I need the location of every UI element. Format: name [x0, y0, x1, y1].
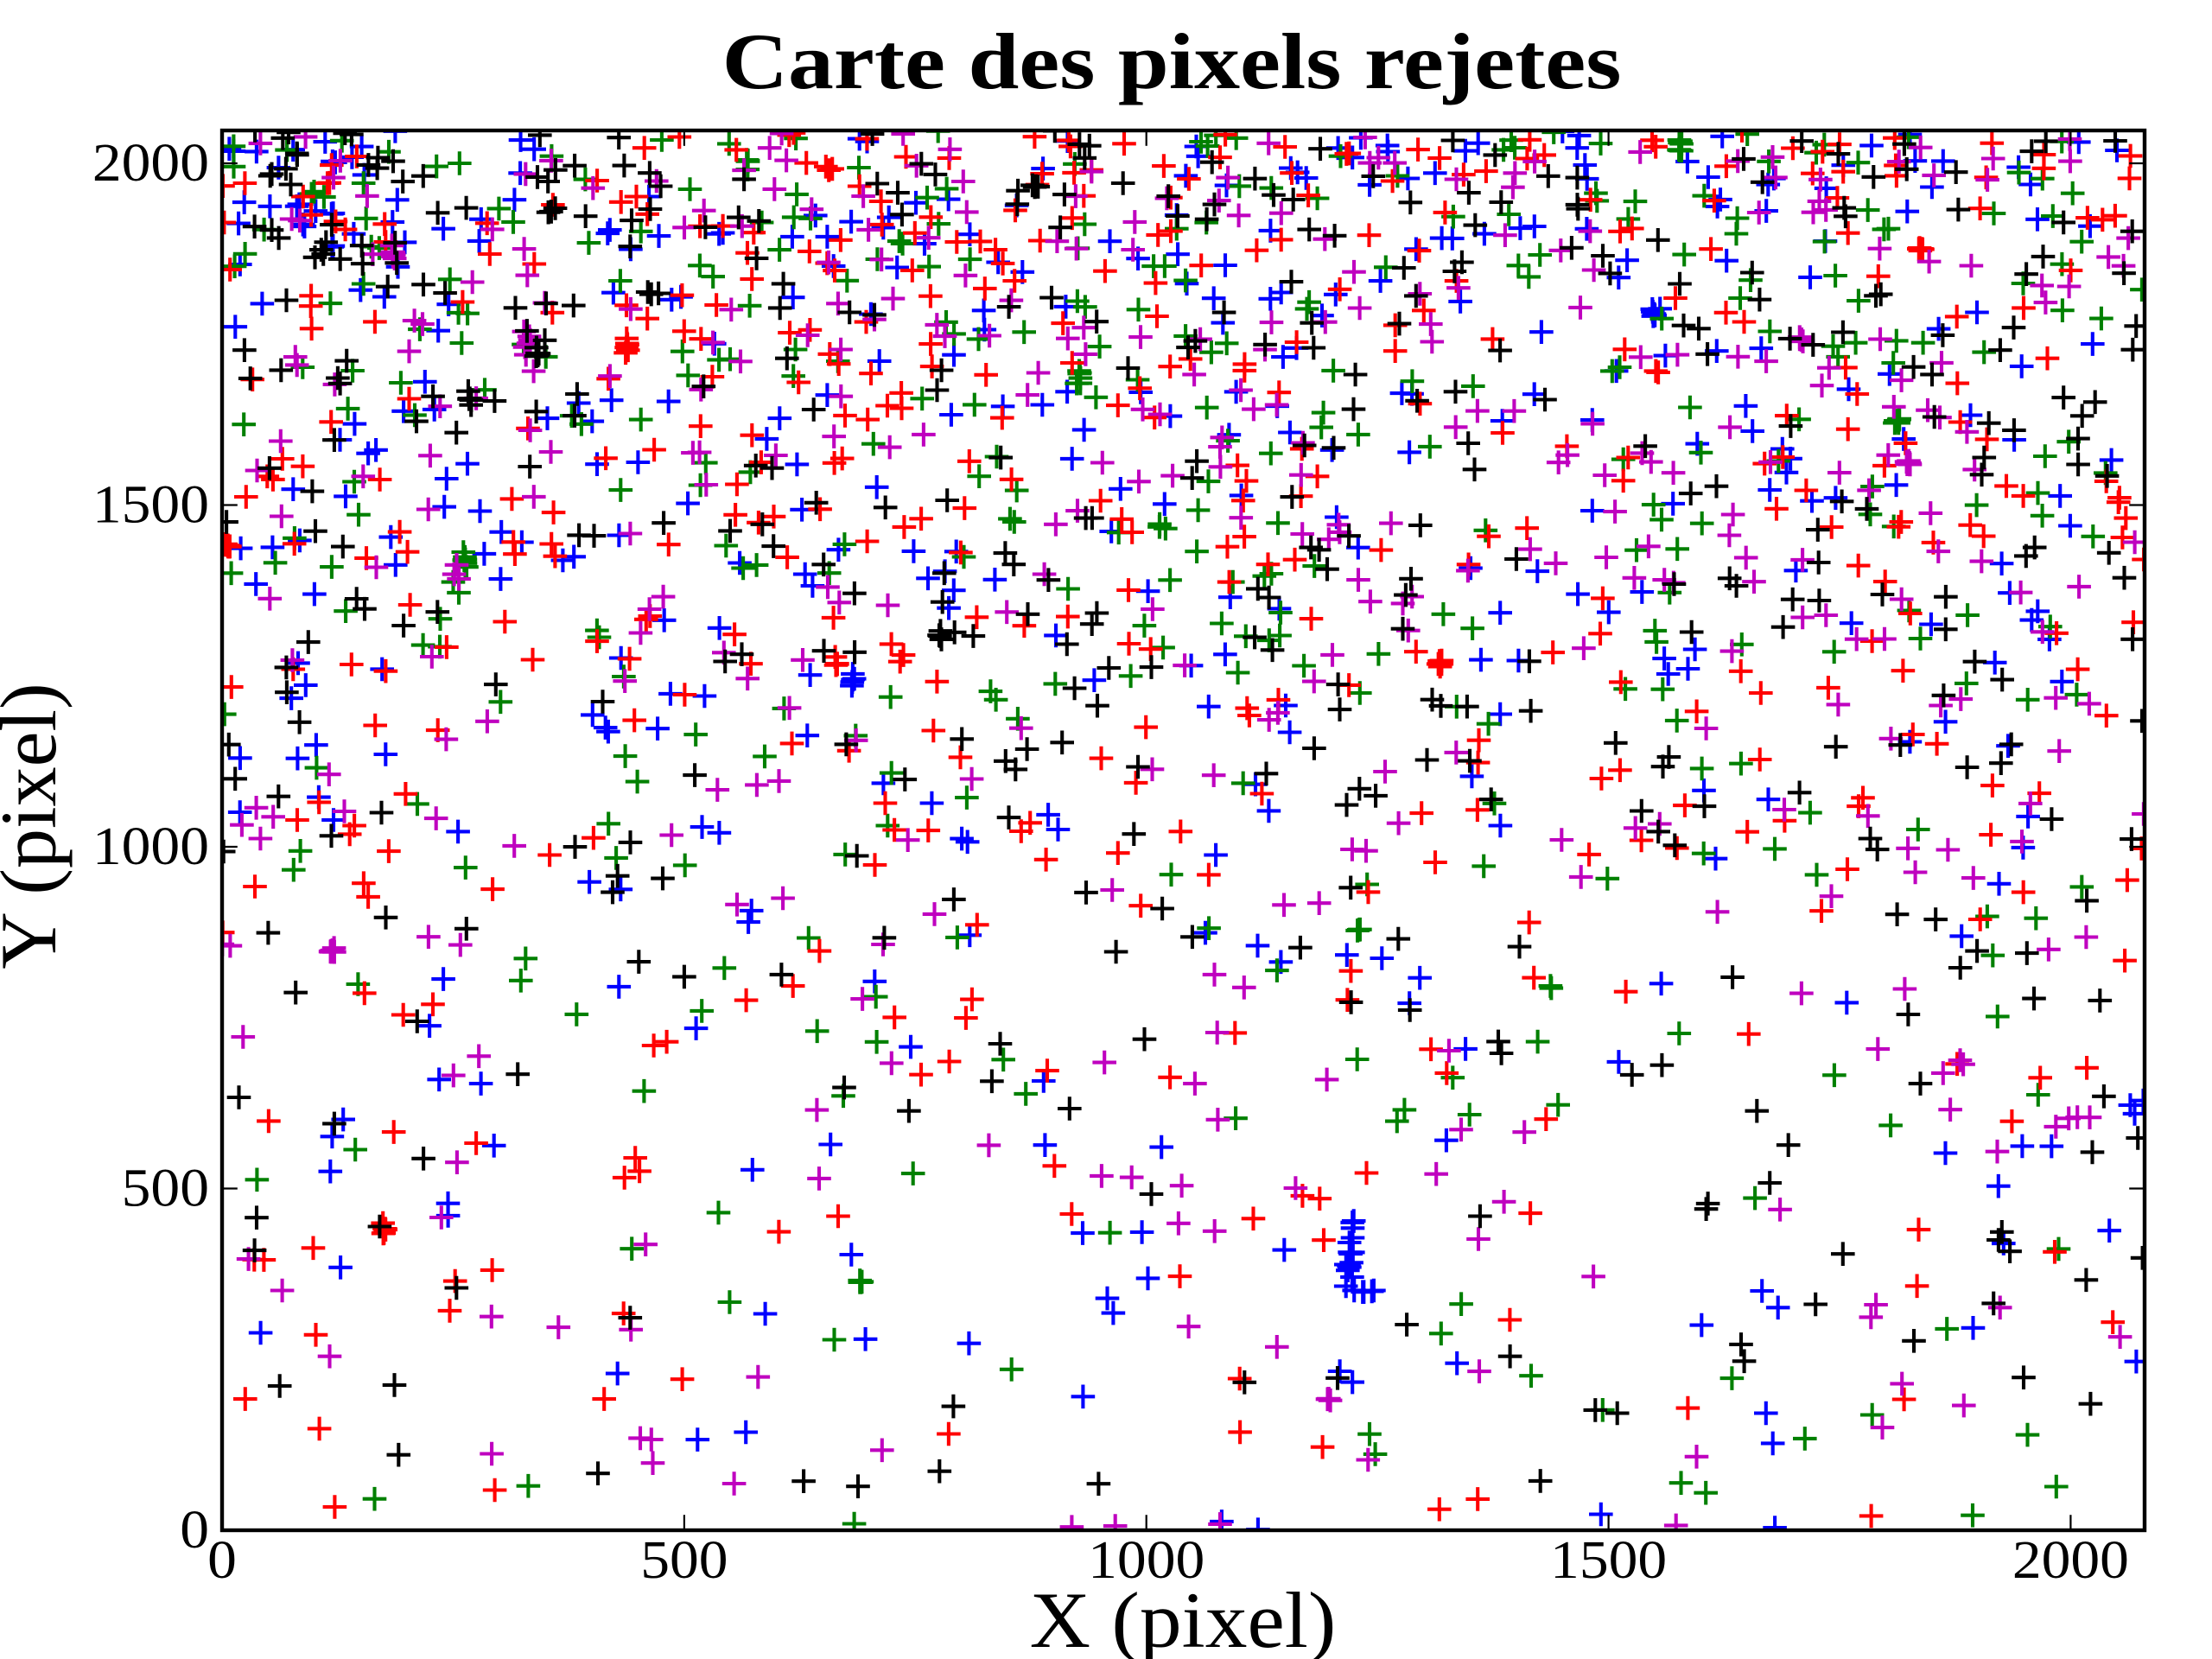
svg-text:0: 0 — [207, 1531, 237, 1591]
svg-text:X (pixel): X (pixel) — [1030, 1576, 1337, 1659]
svg-text:500: 500 — [640, 1531, 728, 1591]
svg-text:1500: 1500 — [1550, 1531, 1667, 1591]
svg-text:2000: 2000 — [2012, 1531, 2129, 1591]
svg-text:Carte des pixels rejetes: Carte des pixels rejetes — [722, 18, 1622, 105]
svg-text:500: 500 — [122, 1159, 209, 1218]
svg-text:1000: 1000 — [92, 817, 209, 877]
svg-text:2000: 2000 — [92, 134, 209, 194]
svg-text:0: 0 — [180, 1501, 209, 1560]
svg-text:Y (pixel): Y (pixel) — [0, 683, 73, 969]
svg-text:1000: 1000 — [1088, 1531, 1205, 1591]
svg-text:1500: 1500 — [92, 475, 209, 535]
